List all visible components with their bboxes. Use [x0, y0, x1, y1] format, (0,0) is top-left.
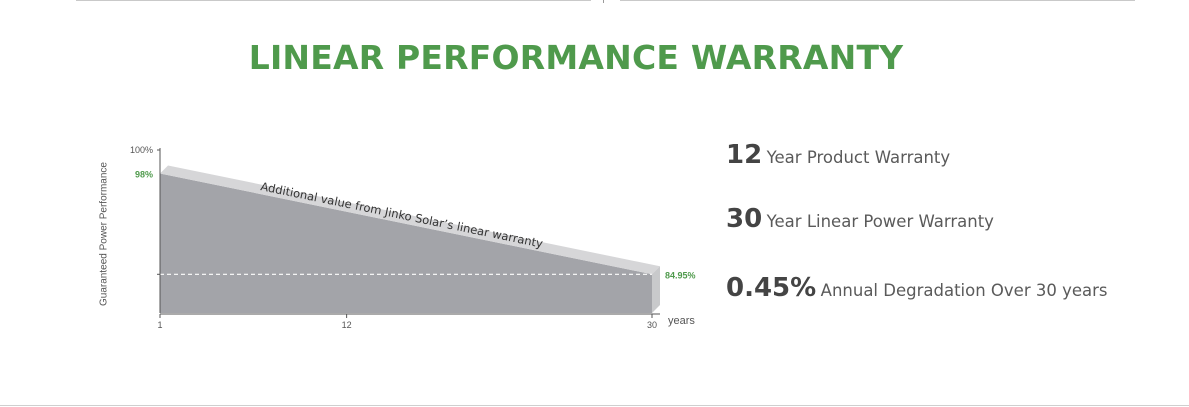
- top-divider-tick: [603, 0, 604, 3]
- top-divider-right: [620, 0, 1135, 1]
- top-divider-left: [76, 0, 591, 1]
- feature-text: Year Product Warranty: [766, 148, 951, 167]
- x-axis-label: years: [668, 315, 695, 327]
- area-top-face: [160, 165, 660, 275]
- area-side-face: [652, 266, 660, 313]
- end-value-label: 84.95%: [665, 270, 696, 280]
- feature-value: 30: [726, 204, 763, 234]
- bottom-divider: [0, 405, 1189, 406]
- x-tick-label-30: 30: [647, 320, 657, 330]
- area-fill: [160, 173, 652, 313]
- x-tick-label-1: 1: [157, 320, 162, 330]
- feature-degradation: 0.45% Annual Degradation Over 30 years: [726, 273, 1108, 303]
- feature-value: 0.45%: [726, 273, 817, 303]
- feature-text: Annual Degradation Over 30 years: [820, 281, 1108, 300]
- feature-value: 12: [726, 140, 763, 170]
- feature-product-warranty: 12 Year Product Warranty: [726, 140, 950, 170]
- page-title: LINEAR PERFORMANCE WARRANTY: [248, 38, 904, 77]
- y-tick-label-top: 100%: [130, 145, 153, 155]
- feature-linear-warranty: 30 Year Linear Power Warranty: [726, 204, 994, 234]
- feature-text: Year Linear Power Warranty: [766, 212, 994, 231]
- y-tick-label-start: 98%: [135, 169, 153, 179]
- x-tick-label-12: 12: [342, 320, 352, 330]
